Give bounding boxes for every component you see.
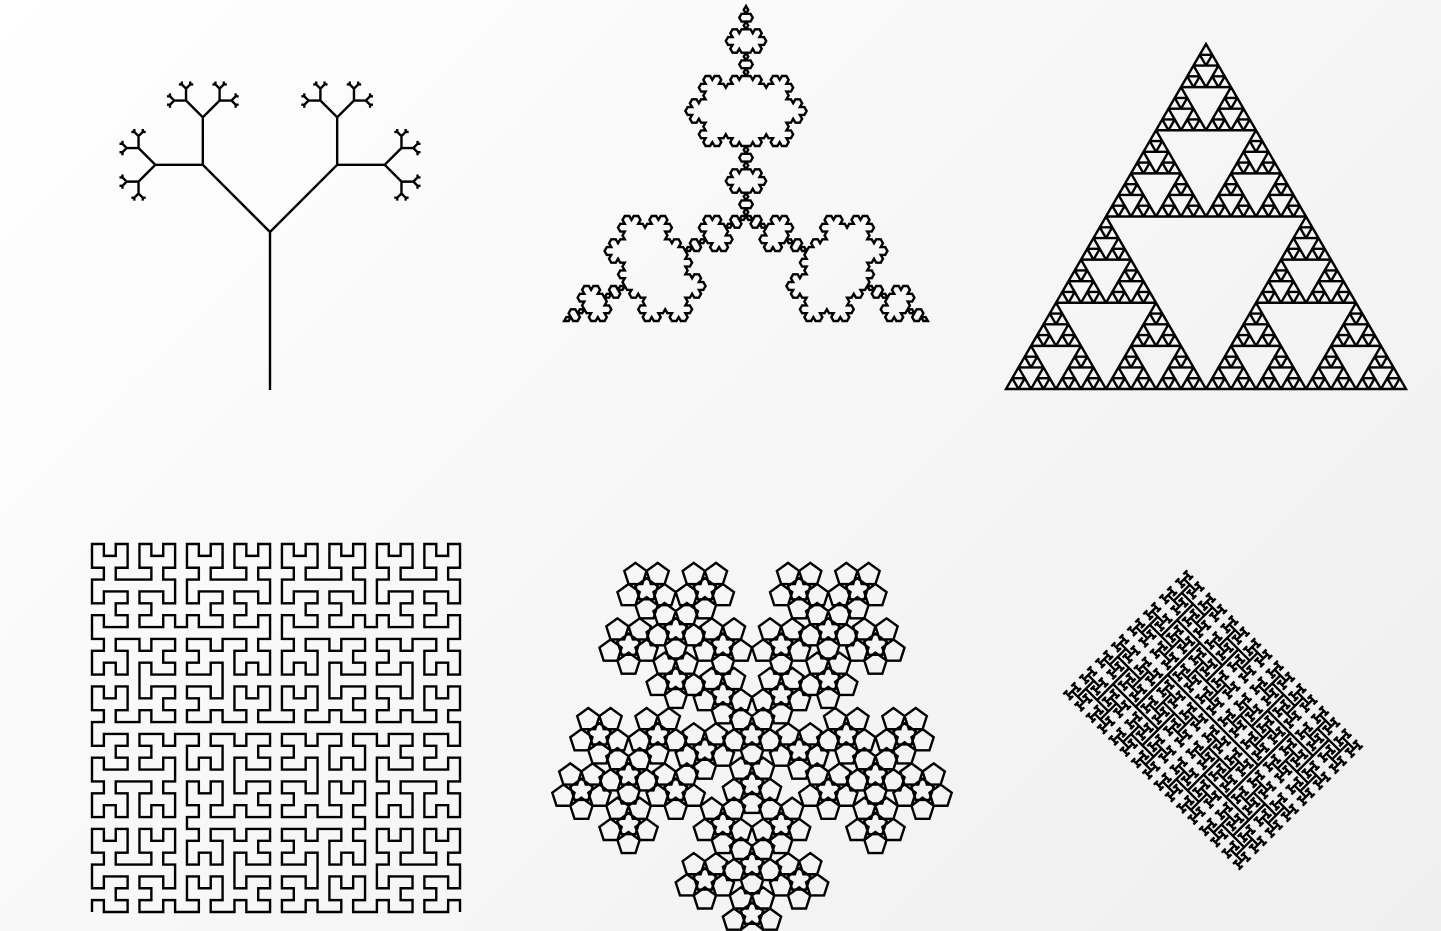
pentaflake-path (550, 561, 954, 931)
h-tree (1062, 569, 1364, 871)
sierpinski-triangle-path (1003, 41, 1409, 391)
sierpinski-triangle (1003, 41, 1409, 391)
fractal-tree (119, 81, 421, 390)
hilbert-curve-path (90, 542, 462, 914)
fractal-tree-path (119, 81, 421, 390)
koch-snowflake-path (562, 3, 930, 323)
koch-snowflake (562, 3, 930, 323)
pentaflake (550, 561, 954, 931)
h-tree-path (1062, 569, 1364, 871)
hilbert-curve (90, 542, 462, 914)
